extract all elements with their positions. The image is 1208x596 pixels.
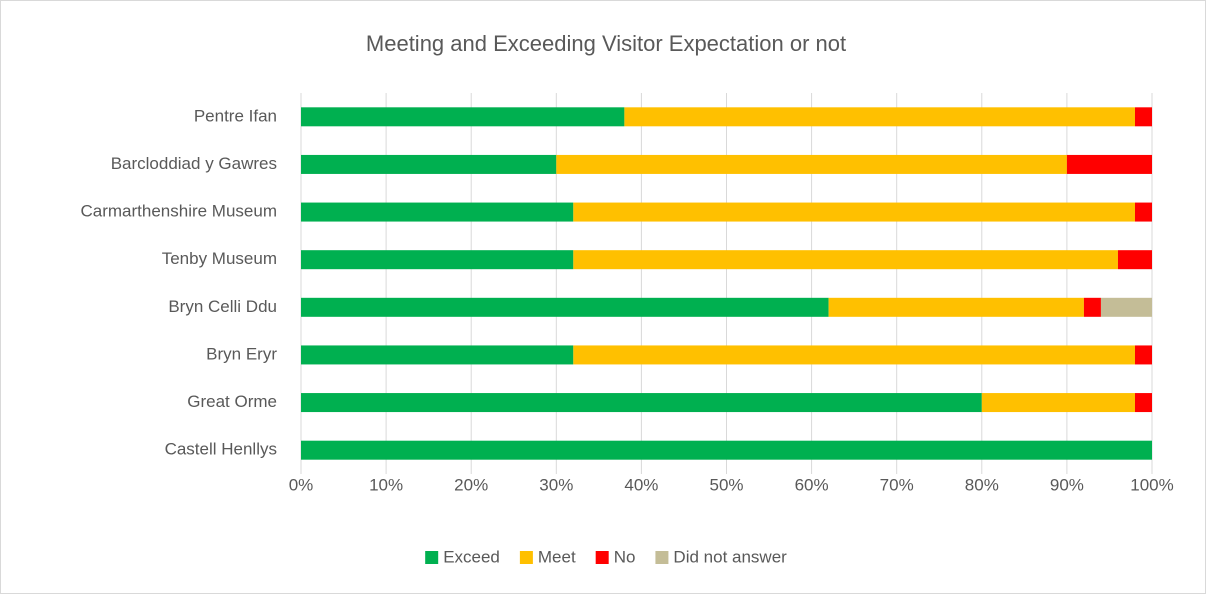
x-tick-label: 90% — [1050, 475, 1084, 494]
bar-segment — [1083, 297, 1101, 317]
bar-segment — [573, 345, 1135, 365]
bar-segment — [573, 202, 1135, 222]
bar-segment — [301, 297, 829, 317]
x-tick-label: 20% — [454, 475, 488, 494]
legend-swatch — [425, 551, 439, 564]
x-tick-label: 70% — [880, 475, 914, 494]
y-tick-label: Bryn Eryr — [206, 344, 277, 363]
bar-segment — [301, 202, 574, 222]
bar-segment — [301, 345, 574, 365]
legend-swatch — [655, 551, 669, 564]
x-tick-label: 30% — [539, 475, 573, 494]
y-tick-label: Pentre Ifan — [194, 106, 277, 125]
y-tick-label: Carmarthenshire Museum — [80, 202, 277, 221]
bar-segment — [301, 440, 1152, 460]
y-tick-label: Castell Henllys — [165, 440, 277, 459]
bar-segment — [573, 250, 1118, 270]
legend-swatch — [519, 551, 533, 564]
bar-segment — [301, 107, 625, 127]
bar-segment — [828, 297, 1084, 317]
bar-segment — [1066, 154, 1152, 174]
bar-segment — [1134, 393, 1152, 413]
bar-segment — [1134, 202, 1152, 222]
bar-segment — [301, 393, 982, 413]
y-tick-label: Bryn Celli Ddu — [168, 297, 277, 316]
bar-segment — [1117, 250, 1152, 270]
chart-title: Meeting and Exceeding Visitor Expectatio… — [366, 31, 846, 56]
bar-segment — [556, 154, 1067, 174]
x-tick-label: 40% — [624, 475, 658, 494]
bar-segment — [624, 107, 1135, 127]
x-tick-label: 10% — [369, 475, 403, 494]
x-tick-label: 0% — [289, 475, 314, 494]
x-tick-label: 80% — [965, 475, 999, 494]
y-tick-label: Great Orme — [187, 392, 277, 411]
legend-label: Meet — [538, 547, 576, 566]
legend-label: No — [614, 547, 636, 566]
bar-segment — [1134, 107, 1152, 127]
bar-segment — [981, 393, 1135, 413]
bar-segment — [1100, 297, 1152, 317]
x-tick-label: 100% — [1130, 475, 1173, 494]
bar-segment — [1134, 345, 1152, 365]
y-tick-label: Barcloddiad y Gawres — [111, 154, 277, 173]
y-tick-label: Tenby Museum — [162, 249, 277, 268]
bar-segment — [301, 154, 557, 174]
legend-swatch — [595, 551, 609, 564]
legend-label: Did not answer — [673, 547, 787, 566]
legend-label: Exceed — [443, 547, 500, 566]
x-tick-label: 60% — [795, 475, 829, 494]
bar-segment — [301, 250, 574, 270]
x-tick-label: 50% — [709, 475, 743, 494]
